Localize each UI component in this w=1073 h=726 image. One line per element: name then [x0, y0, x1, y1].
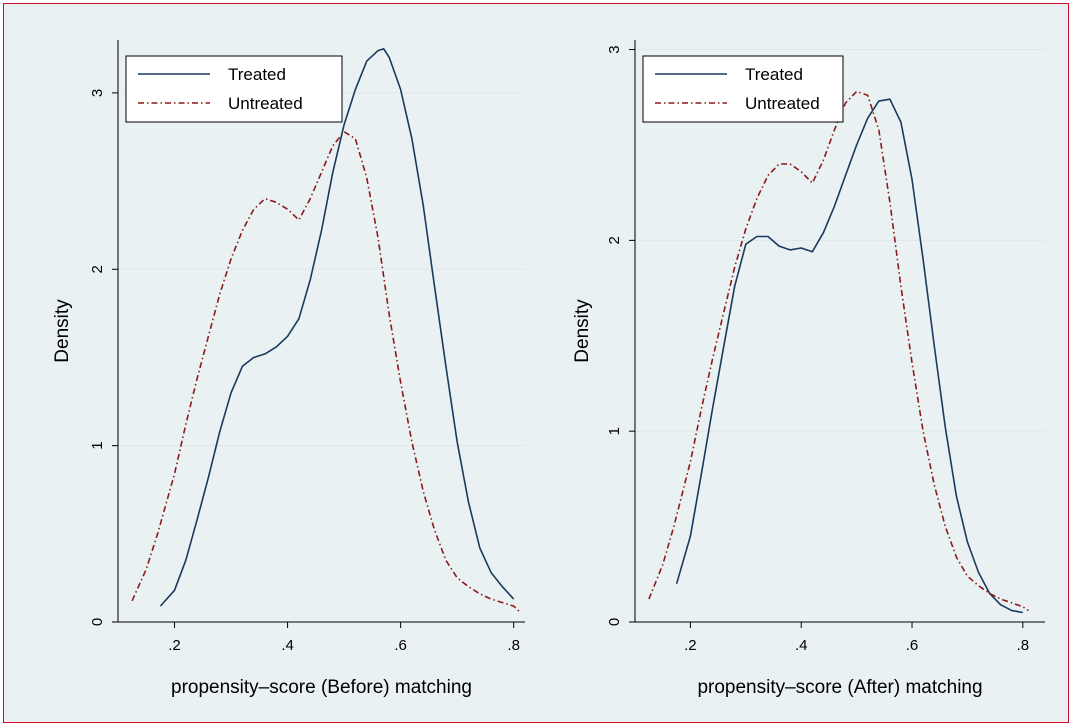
series-line-treated — [675, 98, 1023, 614]
series-line-untreated — [648, 90, 1029, 612]
x-tick-label: .2 — [684, 637, 697, 654]
chart-frame — [3, 3, 1069, 723]
y-tick-label: 0 — [89, 618, 106, 626]
x-tick-label: .2 — [168, 637, 181, 654]
y-tick-label: 1 — [606, 427, 623, 435]
y-tick-label: 0 — [606, 618, 623, 626]
y-tick-label: 3 — [89, 89, 106, 97]
legend-box — [642, 55, 844, 123]
legend-label-untreated: Untreated — [745, 94, 820, 113]
x-tick-label: .8 — [1017, 637, 1030, 654]
x-axis-title: propensity–score (Before) matching — [171, 677, 472, 698]
panel-after-matching: 0 1 2 3 .2 .4 .6 .8 Density propensity–score (Aft… — [572, 40, 1045, 698]
legend-label-treated: Treated — [745, 65, 803, 84]
legend: Treated Untreated — [125, 55, 343, 123]
legend-label-treated: Treated — [228, 65, 286, 84]
y-tick-label: 1 — [89, 441, 106, 449]
x-tick-label: .4 — [281, 637, 294, 654]
x-tick-label: .4 — [795, 637, 808, 654]
x-tick-label: .8 — [507, 637, 520, 654]
y-tick-label: 3 — [606, 45, 623, 53]
y-axis-title: Density — [52, 299, 73, 363]
x-tick-label: .6 — [906, 637, 919, 654]
series-line-untreated — [131, 130, 520, 612]
y-axis-title: Density — [572, 299, 593, 363]
y-tick-label: 2 — [89, 265, 106, 273]
legend: Treated Untreated — [642, 55, 844, 123]
y-tick-label: 2 — [606, 236, 623, 244]
legend-label-untreated: Untreated — [228, 94, 303, 113]
series-line-treated — [159, 47, 515, 607]
x-tick-label: .6 — [394, 637, 407, 654]
panel-before-matching: 0 1 2 3 .2 .4 .6 .8 Density propensity–score (Bef… — [52, 40, 525, 698]
x-axis-title: propensity–score (After) matching — [697, 677, 982, 698]
legend-box — [125, 55, 343, 123]
